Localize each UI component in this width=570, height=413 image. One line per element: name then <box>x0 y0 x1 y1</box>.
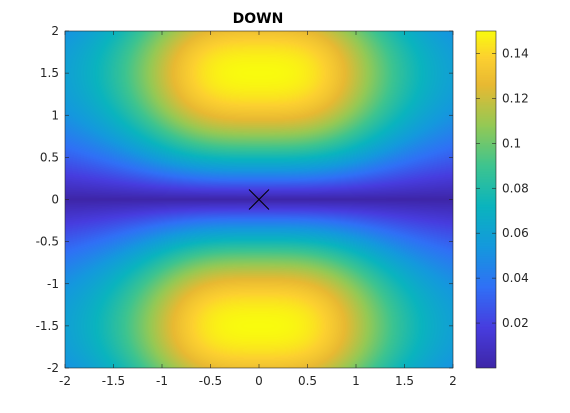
colorbar-tick-label: 0.02 <box>502 316 529 330</box>
x-axis-ticks: -2 -1.5 -1 -0.5 0 0.5 1 1.5 2 <box>59 31 457 388</box>
y-tick-label: 0.5 <box>40 150 59 164</box>
y-tick-label: -2 <box>47 361 59 375</box>
x-tick-label: 1.5 <box>395 374 414 388</box>
heatmap-plot: -2 -1.5 -1 -0.5 0 0.5 1 1.5 2 2 1.5 1 0.5 0 -0.5 -1 -1.… <box>36 24 457 388</box>
colorbar-tick-label: 0.1 <box>502 136 521 150</box>
y-tick-label: 0 <box>51 193 59 207</box>
colorbar-frame <box>475 30 497 369</box>
colorbar-ticks: 0.14 0.12 0.1 0.08 0.06 0.04 0.02 <box>476 46 529 330</box>
colorbar-tick-label: 0.12 <box>502 91 529 105</box>
x-tick-label: 2 <box>449 374 457 388</box>
y-tick-label: 1 <box>51 108 59 122</box>
colorbar-gradient <box>476 31 496 368</box>
colorbar: 0.14 0.12 0.1 0.08 0.06 0.04 0.02 <box>475 30 529 369</box>
y-tick-label: 2 <box>51 24 59 38</box>
colorbar-tick-label: 0.04 <box>502 271 529 285</box>
y-axis-ticks: 2 1.5 1 0.5 0 -0.5 -1 -1.5 -2 <box>36 24 453 375</box>
colorbar-tick-label: 0.08 <box>502 181 529 195</box>
x-tick-label: 1 <box>352 374 360 388</box>
center-x-marker <box>248 189 270 210</box>
x-tick-label: -1.5 <box>102 374 125 388</box>
chart-title: DOWN <box>233 11 284 27</box>
x-tick-label: 0.5 <box>298 374 317 388</box>
x-tick-label: -2 <box>59 374 71 388</box>
colorbar-tick-label: 0.06 <box>502 226 529 240</box>
y-tick-label: -0.5 <box>36 235 59 249</box>
y-tick-label: 1.5 <box>40 66 59 80</box>
marker-stroke-2 <box>248 189 270 210</box>
y-tick-label: -1.5 <box>36 319 59 333</box>
x-tick-label: -1 <box>156 374 168 388</box>
y-tick-label: -1 <box>47 277 59 291</box>
x-tick-label: 0 <box>255 374 263 388</box>
colorbar-tick-label: 0.14 <box>502 46 529 60</box>
x-tick-label: -0.5 <box>199 374 222 388</box>
